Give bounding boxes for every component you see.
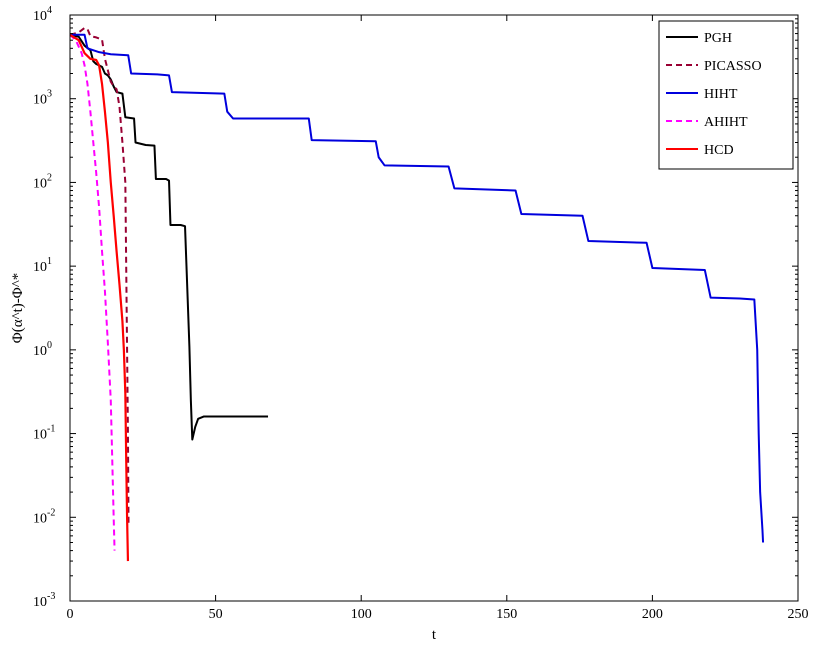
y-tick-label: 102	[33, 172, 52, 191]
y-tick-base: 10	[33, 511, 47, 526]
x-tick-label: 200	[642, 607, 663, 622]
legend-label-ahiht: AHIHT	[704, 115, 748, 130]
x-tick-label: 50	[209, 607, 223, 622]
y-tick-label: 103	[33, 89, 52, 108]
series-line-hiht	[70, 33, 765, 543]
y-axis-label: Φ(α^t)-Φ^*	[10, 273, 26, 344]
legend-box	[658, 20, 794, 170]
y-tick-label: 10-2	[33, 507, 55, 526]
series-line-ahiht	[69, 34, 116, 551]
y-tick-exponent: 0	[47, 340, 52, 351]
y-tick-exponent: 4	[47, 5, 52, 16]
legend-label-picasso: PICASSO	[704, 59, 762, 74]
x-tick-label: 0	[67, 607, 74, 622]
y-tick-base: 10	[33, 176, 47, 191]
y-tick-base: 10	[33, 93, 47, 108]
y-tick-base: 10	[33, 428, 47, 443]
plot-frame	[69, 14, 799, 602]
y-tick-base: 10	[33, 260, 47, 275]
y-tick-exponent: 2	[47, 172, 52, 183]
y-tick-label: 101	[33, 256, 52, 275]
x-axis-label: t	[432, 627, 437, 643]
legend-label-hcd: HCD	[704, 143, 734, 158]
y-tick-label: 10-1	[33, 424, 55, 443]
y-tick-label: 10-3	[33, 591, 55, 610]
y-tick-exponent: -1	[47, 424, 55, 435]
series-layer	[69, 26, 765, 562]
y-tick-exponent: 1	[47, 256, 52, 267]
legend-label-hiht: HIHT	[704, 87, 738, 102]
x-tick-label: 150	[496, 607, 517, 622]
y-tick-exponent: -3	[47, 591, 55, 602]
y-tick-exponent: 3	[47, 89, 52, 100]
legend: PGH PICASSO HIHT AHIHT HCD	[658, 20, 794, 170]
y-tick-base: 10	[33, 344, 47, 359]
series-line-picasso	[69, 26, 130, 526]
x-axis: 0 50 100 150 200 250	[67, 15, 809, 622]
y-tick-label: 100	[33, 340, 52, 359]
x-tick-label: 100	[351, 607, 372, 622]
y-tick-exponent: -2	[47, 507, 55, 518]
y-tick-base: 10	[33, 595, 47, 610]
y-tick-base: 10	[33, 9, 47, 24]
y-tick-label: 104	[33, 5, 52, 24]
legend-label-pgh: PGH	[704, 31, 732, 46]
series-line-hcd	[69, 33, 130, 562]
x-tick-label: 250	[788, 607, 809, 622]
